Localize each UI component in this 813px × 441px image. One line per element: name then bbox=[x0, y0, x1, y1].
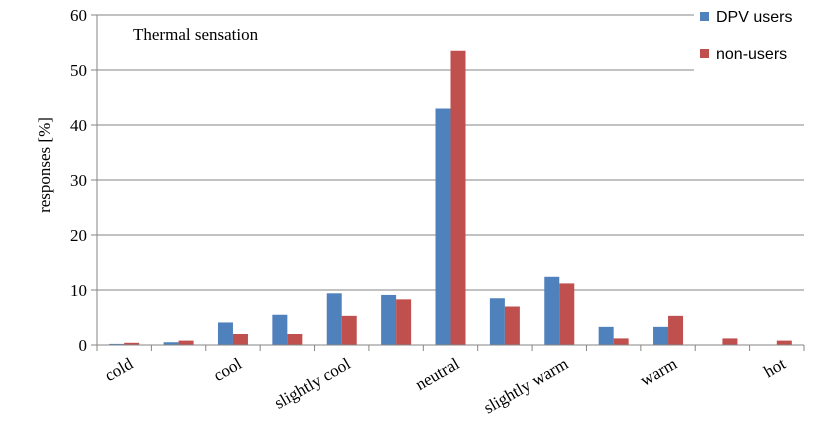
axes bbox=[91, 14, 805, 351]
y-tick-label: 50 bbox=[70, 61, 87, 80]
bar-dpv-users bbox=[544, 276, 560, 345]
bar-dpv-users bbox=[381, 294, 397, 345]
bars bbox=[109, 50, 792, 345]
bar-non-users bbox=[613, 338, 629, 345]
x-category-label: cold bbox=[101, 354, 136, 385]
bar-non-users bbox=[287, 334, 303, 345]
bar-dpv-users bbox=[272, 314, 288, 345]
chart-title: Thermal sensation bbox=[133, 25, 259, 44]
y-tick-label: 60 bbox=[70, 6, 87, 25]
bar-non-users bbox=[450, 50, 466, 345]
bar-non-users bbox=[504, 306, 520, 345]
y-tick-label: 20 bbox=[70, 226, 87, 245]
bar-non-users bbox=[232, 334, 248, 345]
y-axis-label: responses [%] bbox=[35, 117, 54, 213]
legend-swatch bbox=[700, 12, 709, 21]
bar-dpv-users bbox=[653, 326, 669, 345]
y-tick-labels: 0 10 20 30 40 50 60 bbox=[70, 6, 87, 355]
x-category-label: cool bbox=[210, 354, 245, 385]
bar-non-users bbox=[124, 342, 140, 345]
legend-background bbox=[694, 4, 810, 76]
bar-dpv-users bbox=[163, 342, 179, 345]
y-tick-label: 0 bbox=[79, 336, 88, 355]
legend-label: DPV users bbox=[716, 9, 792, 26]
y-tick-label: 30 bbox=[70, 171, 87, 190]
x-category-label: slightly cool bbox=[271, 354, 354, 413]
legend: DPV users non-users bbox=[694, 4, 810, 76]
bar-non-users bbox=[396, 299, 412, 345]
bar-dpv-users bbox=[435, 108, 451, 345]
bar-non-users bbox=[178, 340, 194, 345]
x-category-label: hot bbox=[760, 354, 789, 381]
bar-non-users bbox=[341, 315, 357, 345]
x-category-label: warm bbox=[637, 354, 680, 390]
bar-dpv-users bbox=[217, 322, 233, 345]
bar-dpv-users bbox=[109, 343, 125, 345]
x-category-label: neutral bbox=[412, 354, 463, 394]
y-tick-label: 40 bbox=[70, 116, 87, 135]
legend-swatch bbox=[700, 49, 709, 58]
bar-dpv-users bbox=[598, 326, 614, 345]
x-tick-labels: cold cool slightly cool neutral slightly war… bbox=[101, 354, 789, 418]
bar-dpv-users bbox=[326, 293, 342, 345]
bar-non-users bbox=[559, 283, 575, 345]
x-category-label: slightly warm bbox=[480, 354, 571, 417]
y-tick-label: 10 bbox=[70, 281, 87, 300]
bar-non-users bbox=[668, 315, 684, 345]
bar-non-users bbox=[722, 338, 738, 345]
bar-dpv-users bbox=[489, 298, 505, 345]
legend-label: non-users bbox=[716, 46, 787, 63]
bar-non-users bbox=[776, 340, 792, 345]
